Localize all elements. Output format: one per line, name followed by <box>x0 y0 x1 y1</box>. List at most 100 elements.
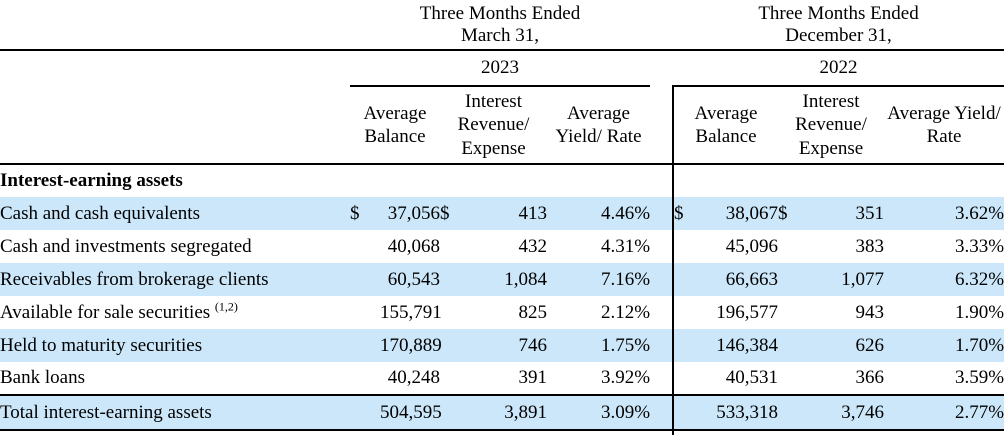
dollar-sign-cell <box>778 296 809 329</box>
period-title-line1: Three Months Ended <box>758 2 919 24</box>
dollar-sign-cell <box>350 394 380 431</box>
period-header-december: Three Months Ended December 31, <box>673 0 1004 51</box>
divider-cell <box>650 50 673 86</box>
table-row: Bank loans 40,248 391 3.92% 40,531 366 3… <box>0 362 1004 395</box>
avg-balance-value: 40,068 <box>387 235 440 257</box>
table-row: Available for sale securities (1,2) 155,… <box>0 296 1004 329</box>
yield-total: 3.09% <box>547 394 651 431</box>
interest-value: 1,084 <box>472 263 547 296</box>
dollar-sign-cell <box>673 230 704 263</box>
avg-balance-value: 37,056 <box>380 197 440 230</box>
dollar-sign-cell: $ <box>440 197 472 230</box>
divider-cell <box>650 362 675 395</box>
yield-value: 3.62% <box>884 197 1004 230</box>
period-title-line2: December 31, <box>785 24 892 46</box>
dollar-sign-cell: $ <box>778 197 810 230</box>
divider-cell <box>650 197 675 230</box>
footnote-superscript: (1,2) <box>214 299 238 314</box>
dollar-sign-cell <box>440 394 472 431</box>
row-label: Held to maturity securities <box>0 329 350 362</box>
period-header-march: Three Months Ended March 31, <box>350 0 651 51</box>
dollar-sign-cell <box>778 230 809 263</box>
column-header-row: Average Balance Interest Revenue/ Expens… <box>0 86 1004 165</box>
spacer-cell <box>673 164 1004 197</box>
dollar-sign-cell <box>673 394 705 431</box>
divider-cell <box>650 263 675 296</box>
dollar-sign-cell <box>440 296 472 329</box>
spacer-cell <box>673 430 1004 435</box>
interest-value: 413 <box>472 197 547 230</box>
dollar-sign-cell <box>350 362 380 395</box>
interest-value: 825 <box>518 301 548 323</box>
interest-value: 626 <box>809 329 885 362</box>
divider-cell <box>650 394 675 431</box>
divider-cell <box>650 230 675 263</box>
year-header-row: 2023 2022 <box>0 50 1004 87</box>
avg-balance-value: 45,096 <box>725 235 779 257</box>
avg-balance-value: 146,384 <box>704 329 779 362</box>
bottom-spacer-row <box>0 430 1004 435</box>
spacer-cell <box>0 430 650 435</box>
avg-balance-total: 504,595 <box>380 394 442 431</box>
column-header-interest-revenue-expense: Interest Revenue/ Expense <box>778 86 885 165</box>
divider-cell <box>650 0 674 51</box>
dollar-sign-cell <box>673 362 704 395</box>
divider-cell <box>650 329 675 362</box>
section-header-label: Interest-earning assets <box>0 170 183 191</box>
column-header-average-yield-rate: Average Yield/ Rate <box>547 86 651 165</box>
dollar-sign-cell <box>778 329 810 362</box>
yield-value: 4.46% <box>547 197 651 230</box>
row-label: Available for sale securities (1,2) <box>0 296 350 329</box>
divider-cell <box>650 296 675 329</box>
yield-value: 1.75% <box>547 329 651 362</box>
row-label: Receivables from brokerage clients <box>0 263 350 296</box>
dollar-sign-cell <box>778 362 809 395</box>
dollar-sign-cell: $ <box>350 197 380 230</box>
avg-balance-value: 40,248 <box>387 367 440 388</box>
interest-value: 432 <box>518 235 548 257</box>
year-header-2023: 2023 <box>350 50 651 87</box>
period-title-line2: March 31, <box>460 24 540 46</box>
interest-value: 366 <box>855 367 885 388</box>
dollar-sign-cell <box>778 394 810 431</box>
interest-value: 746 <box>472 329 547 362</box>
spacer-cell <box>0 50 350 86</box>
avg-balance-value: 40,531 <box>725 367 779 388</box>
yield-total: 2.77% <box>884 394 1004 431</box>
column-header-average-balance: Average Balance <box>350 86 440 165</box>
year-header-2022: 2022 <box>673 50 1004 87</box>
avg-balance-total: 533,318 <box>704 394 779 431</box>
interest-total: 3,891 <box>472 394 547 431</box>
dollar-sign-cell <box>440 263 472 296</box>
dollar-sign-cell <box>440 230 472 263</box>
dollar-sign-cell <box>440 362 472 395</box>
dollar-sign-cell <box>673 329 705 362</box>
section-header-row: Interest-earning assets <box>0 164 1004 197</box>
yield-value: 1.70% <box>884 329 1004 362</box>
yield-value: 6.32% <box>884 263 1004 296</box>
dollar-sign-cell <box>673 296 704 329</box>
yield-value: 7.16% <box>547 263 651 296</box>
avg-balance-value: 38,067 <box>704 197 779 230</box>
dollar-sign-cell <box>350 329 380 362</box>
interest-value: 943 <box>855 301 885 323</box>
avg-balance-value: 170,889 <box>380 329 442 362</box>
row-label-text: Available for sale securities <box>0 301 211 323</box>
row-label: Cash and cash equivalents <box>0 197 350 230</box>
table-row: Receivables from brokerage clients 60,54… <box>0 263 1004 296</box>
table-row: Cash and investments segregated 40,068 4… <box>0 230 1004 263</box>
interest-value: 1,077 <box>809 263 885 296</box>
interest-total: 3,746 <box>809 394 885 431</box>
spacer-cell <box>0 86 350 165</box>
period-header-row: Three Months Ended March 31, Three Month… <box>0 0 1004 51</box>
table-row: Held to maturity securities 170,889 746 … <box>0 329 1004 362</box>
interest-value: 383 <box>855 235 885 257</box>
yield-value: 3.92% <box>600 367 651 388</box>
column-header-average-yield-rate: Average Yield/ Rate <box>884 86 1004 165</box>
divider-cell <box>650 164 675 197</box>
table-row: Cash and cash equivalents $ 37,056 $ 413… <box>0 197 1004 230</box>
dollar-sign-cell: $ <box>673 197 705 230</box>
dollar-sign-cell <box>778 263 810 296</box>
avg-balance-value: 60,543 <box>380 263 440 296</box>
